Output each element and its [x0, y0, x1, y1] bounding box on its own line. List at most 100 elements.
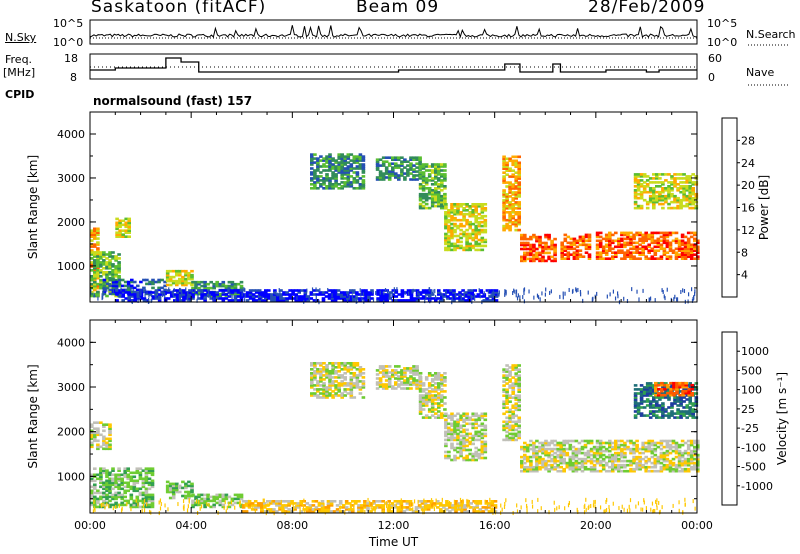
power-cell [124, 223, 128, 227]
power-speckle [432, 289, 434, 294]
power-speckle [306, 288, 308, 293]
power-cell [653, 253, 658, 256]
velocity-cell [483, 434, 488, 438]
velocity-cell [635, 439, 639, 443]
velocity-cell [387, 375, 392, 378]
power-cell [355, 187, 360, 190]
power-cell [370, 293, 374, 296]
power-cell [502, 226, 506, 230]
power-cell [313, 175, 317, 178]
power-cell [184, 283, 188, 287]
power-cell [688, 196, 692, 200]
power-cell [653, 245, 658, 249]
power-speckle [642, 288, 644, 293]
velocity-cell [190, 486, 194, 490]
power-cell [328, 179, 332, 182]
power-cell [560, 241, 564, 245]
velocity-cell [443, 396, 447, 399]
power-cell [502, 163, 506, 167]
velocity-cell [132, 485, 137, 489]
power-cell [614, 231, 618, 235]
velocity-cell [532, 455, 536, 459]
power-cell [157, 280, 161, 284]
velocity-cell [471, 458, 475, 462]
velocity-cell [468, 416, 472, 420]
power-cell [572, 239, 577, 243]
power-speckle [389, 293, 391, 298]
power-cell [553, 257, 557, 261]
velocity-cell [381, 383, 386, 386]
power-cell [334, 175, 338, 178]
velocity-cell [138, 467, 143, 470]
velocity-cell [434, 394, 438, 397]
power-cell [608, 257, 612, 260]
velocity-cell [568, 443, 573, 447]
power-cell [285, 291, 289, 294]
velocity-cell [331, 366, 335, 369]
velocity-cell [614, 459, 618, 463]
power-cell [639, 190, 644, 194]
power-cell [587, 255, 592, 258]
velocity-cell [550, 457, 554, 461]
power-cell [415, 166, 419, 169]
velocity-cell [614, 441, 618, 445]
power-cell [328, 181, 332, 184]
velocity-cell [517, 380, 521, 383]
power-cell [626, 233, 630, 237]
power-cell [346, 183, 351, 186]
power-cell [471, 230, 475, 234]
velocity-cell [427, 384, 432, 387]
velocity-cell [99, 473, 103, 477]
power-cell [381, 178, 386, 181]
velocity-cell [141, 491, 146, 495]
power-speckle [478, 288, 480, 293]
power-cell [349, 159, 354, 162]
velocity-cell [638, 447, 642, 451]
velocity-cell [493, 500, 498, 503]
velocity-cell [178, 484, 182, 488]
power-cell [179, 291, 183, 294]
velocity-cell [105, 495, 109, 499]
power-cell [437, 202, 441, 206]
velocity-cell [93, 487, 97, 491]
power-cell [230, 299, 235, 302]
velocity-cell [574, 463, 579, 467]
velocity-cell [144, 497, 149, 501]
velocity-cell [635, 467, 639, 471]
velocity-cell [598, 447, 603, 451]
power-cell [169, 293, 174, 296]
velocity-cell [420, 502, 425, 505]
power-cell [677, 245, 682, 249]
velocity-cell [147, 471, 152, 475]
power-cell [118, 291, 122, 294]
power-cell [477, 248, 482, 252]
power-cell [342, 291, 347, 294]
power-cell [578, 235, 583, 239]
power-cell [658, 192, 662, 196]
velocity-cell [454, 508, 458, 511]
power-cell [96, 229, 100, 232]
velocity-cell [471, 438, 475, 442]
power-cell [90, 249, 94, 252]
power-cell [560, 255, 564, 258]
power-cell [569, 247, 574, 251]
power-cell [384, 156, 389, 159]
power-cell [693, 243, 697, 247]
velocity-cell [589, 447, 594, 451]
velocity-cell [511, 388, 515, 391]
power-cell [381, 172, 386, 175]
velocity-cell [430, 398, 435, 401]
velocity-cell [538, 447, 542, 451]
velocity-cell [465, 418, 469, 422]
power-cell [327, 289, 332, 292]
velocity-cell [459, 430, 463, 434]
power-cell [121, 223, 125, 227]
power-cell [682, 204, 686, 208]
power-cell [636, 173, 641, 176]
velocity-cell [454, 510, 458, 513]
power-cell [483, 228, 488, 232]
power-cell [133, 280, 137, 284]
velocity-cell [453, 438, 457, 442]
power-cell [544, 259, 548, 263]
power-cell [655, 181, 659, 184]
